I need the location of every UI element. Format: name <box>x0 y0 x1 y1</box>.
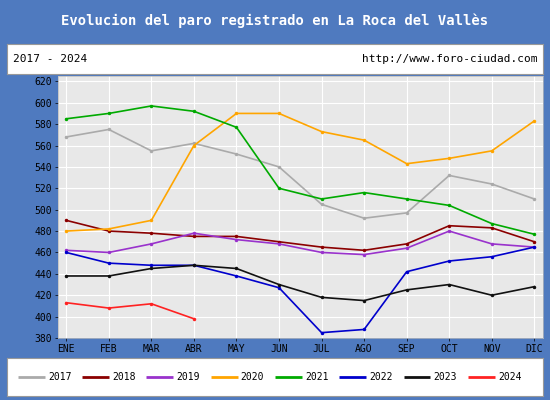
Text: 2022: 2022 <box>369 372 393 382</box>
Text: 2017 - 2024: 2017 - 2024 <box>13 54 87 64</box>
Text: 2018: 2018 <box>112 372 136 382</box>
Text: 2019: 2019 <box>177 372 200 382</box>
Text: 2021: 2021 <box>305 372 328 382</box>
Text: 2017: 2017 <box>48 372 72 382</box>
Text: 2023: 2023 <box>433 372 457 382</box>
Text: 2024: 2024 <box>498 372 521 382</box>
Text: http://www.foro-ciudad.com: http://www.foro-ciudad.com <box>362 54 537 64</box>
Text: Evolucion del paro registrado en La Roca del Vallès: Evolucion del paro registrado en La Roca… <box>62 14 488 28</box>
Text: 2020: 2020 <box>241 372 264 382</box>
